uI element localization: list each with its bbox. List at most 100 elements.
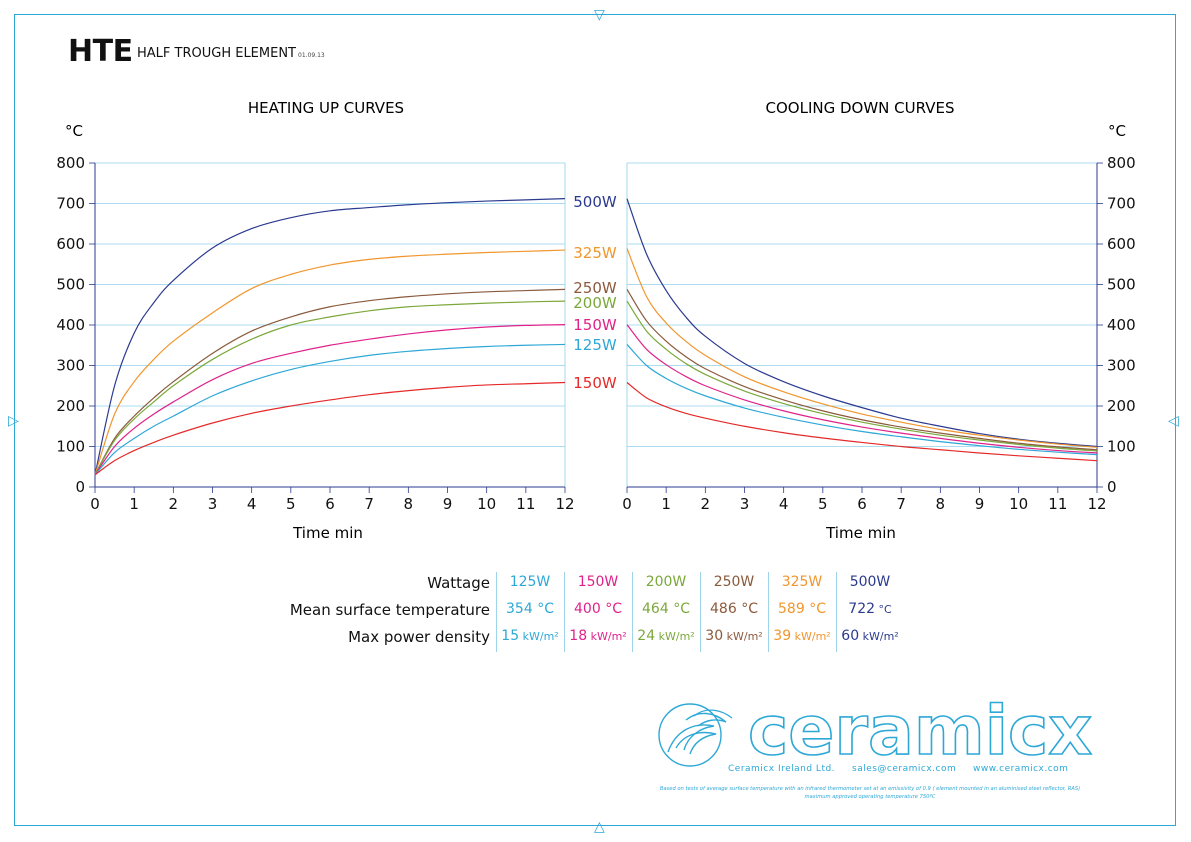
series-label-0: 500W (573, 193, 617, 211)
heating-series-5-line (94, 343, 566, 476)
heating-ytick-label-200: 200 (56, 397, 85, 415)
cooling-ytick-label-200: 200 (1107, 397, 1136, 415)
heating-series-4-line (94, 323, 566, 476)
cooling-ytick-label-0: 0 (1107, 478, 1117, 496)
cooling-ytick-label-600: 600 (1107, 235, 1136, 253)
column-separator (700, 572, 701, 652)
cooling-xtick-label-10: 10 (1009, 495, 1028, 513)
cell-wattage-0: 125W (509, 574, 551, 590)
cooling-ytick-label-500: 500 (1107, 276, 1136, 294)
cell-density-0: 15 kW/m² (501, 628, 559, 644)
heating-series-6-line (94, 381, 566, 476)
cooling-xtick-label-11: 11 (1048, 495, 1067, 513)
footnote-line-2: maximum approved operating temperature 7… (804, 794, 936, 800)
cell-temperature-5: 722 °C (848, 601, 892, 617)
wave-logo-icon (658, 703, 733, 767)
heating-ytick-label-700: 700 (56, 195, 85, 213)
cooling-ytick-label-300: 300 (1107, 357, 1136, 375)
cell-wattage-2: 200W (645, 574, 687, 590)
heating-y-unit: °C (65, 122, 83, 140)
top-center-marker-icon: ▽ (594, 7, 605, 23)
series-label-5: 125W (573, 336, 617, 354)
cooling-series-3-line (626, 300, 1098, 452)
heating-x-label: Time min (292, 524, 363, 542)
cooling-xtick-label-5: 5 (818, 495, 828, 513)
series-label-4: 150W (573, 316, 617, 334)
heating-xtick-label-7: 7 (364, 495, 374, 513)
cooling-xtick-label-6: 6 (857, 495, 867, 513)
cooling-xtick-label-8: 8 (936, 495, 946, 513)
series-label-3: 200W (573, 294, 617, 312)
product-code: HTE (68, 34, 133, 69)
cooling-series-5-line (626, 344, 1098, 456)
footnote-line-1: Based on tests of average surface temper… (659, 786, 1081, 792)
cell-wattage-5: 500W (849, 574, 891, 590)
heating-series-3-line (94, 300, 566, 476)
heating-xtick-label-0: 0 (90, 495, 100, 513)
heating-xtick-label-4: 4 (247, 495, 257, 513)
heating-ytick-label-600: 600 (56, 235, 85, 253)
left-center-marker-icon: ▷ (8, 413, 19, 429)
cooling-xtick-label-3: 3 (740, 495, 750, 513)
cooling-x-label: Time min (825, 524, 896, 542)
cooling-y-unit: °C (1108, 122, 1126, 140)
heating-plot: 0 1 2 3 4 5 6 7 8 9 10 11 12010020030040050060070080… (56, 154, 574, 513)
column-separator (836, 572, 837, 652)
heating-xtick-label-5: 5 (286, 495, 296, 513)
cooling-xtick-label-7: 7 (896, 495, 906, 513)
heating-xtick-label-1: 1 (129, 495, 139, 513)
column-separator (768, 572, 769, 652)
series-label-6: 150W (573, 374, 617, 392)
heating-ytick-label-100: 100 (56, 438, 85, 456)
heating-ytick-label-800: 800 (56, 154, 85, 172)
cooling-xtick-label-9: 9 (975, 495, 985, 513)
bottom-center-marker-icon: △ (594, 819, 605, 835)
heating-chart-title: HEATING UP CURVES (248, 99, 404, 117)
cooling-series-0-line (626, 198, 1098, 448)
heating-xtick-label-9: 9 (443, 495, 453, 513)
row-label-wattage: Wattage (427, 574, 490, 592)
heating-ytick-label-400: 400 (56, 316, 85, 334)
heating-series-0-line (94, 198, 566, 475)
column-separator (632, 572, 633, 652)
cooling-xtick-label-0: 0 (622, 495, 632, 513)
heating-xtick-label-3: 3 (208, 495, 218, 513)
document-date: 01.09.13 (298, 52, 325, 59)
series-label-1: 325W (573, 244, 617, 262)
cooling-plot: 0 1 2 3 4 5 6 7 8 9 10 11 12010020030040050060070080… (622, 154, 1135, 513)
logo-wordmark: ceramicx (747, 691, 1093, 772)
cell-temperature-4: 589 °C (778, 601, 826, 617)
right-center-marker-icon: ◁ (1168, 413, 1179, 429)
page-frame (14, 14, 1176, 826)
company-email: sales@ceramicx.com (852, 764, 957, 774)
column-separator (564, 572, 565, 652)
heating-xtick-label-10: 10 (477, 495, 496, 513)
row-label-density: Max power density (348, 628, 490, 646)
cell-wattage-1: 150W (577, 574, 619, 590)
cooling-ytick-label-100: 100 (1107, 438, 1136, 456)
cooling-ytick-label-700: 700 (1107, 195, 1136, 213)
series-label-2: 250W (573, 279, 617, 297)
cell-density-1: 18 kW/m² (569, 628, 627, 644)
product-name: HALF TROUGH ELEMENT (137, 46, 296, 61)
cell-temperature-0: 354 °C (506, 601, 554, 617)
cell-density-2: 24 kW/m² (637, 628, 695, 644)
company-website: www.ceramicx.com (973, 764, 1069, 774)
heating-xtick-label-12: 12 (555, 495, 574, 513)
cell-temperature-2: 464 °C (642, 601, 690, 617)
cooling-xtick-label-12: 12 (1087, 495, 1106, 513)
cooling-xtick-label-2: 2 (701, 495, 711, 513)
cooling-ytick-label-400: 400 (1107, 316, 1136, 334)
cell-temperature-1: 400 °C (574, 601, 622, 617)
cooling-series-1-line (626, 248, 1098, 448)
heating-xtick-label-11: 11 (516, 495, 535, 513)
heating-ytick-label-0: 0 (75, 478, 85, 496)
cooling-xtick-label-1: 1 (661, 495, 671, 513)
cell-density-3: 30 kW/m² (705, 628, 763, 644)
heating-xtick-label-6: 6 (325, 495, 335, 513)
cell-density-4: 39 kW/m² (773, 628, 831, 644)
cooling-xtick-label-4: 4 (779, 495, 789, 513)
cell-temperature-3: 486 °C (710, 601, 758, 617)
